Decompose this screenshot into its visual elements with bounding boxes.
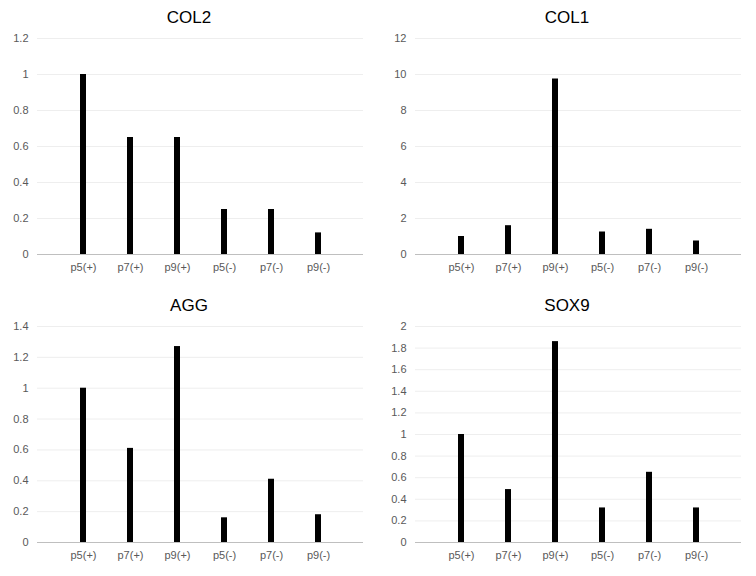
svg-text:0.2: 0.2 (13, 212, 28, 224)
svg-text:p5(-): p5(-) (213, 549, 236, 561)
svg-text:8: 8 (400, 104, 406, 116)
svg-text:p9(-): p9(-) (685, 549, 708, 561)
svg-text:p5(+): p5(+) (71, 261, 97, 273)
svg-text:10: 10 (394, 68, 406, 80)
svg-text:0.8: 0.8 (13, 104, 28, 116)
svg-text:1: 1 (400, 428, 406, 440)
svg-text:p9(-): p9(-) (307, 549, 330, 561)
svg-text:12: 12 (394, 32, 406, 44)
html-text:SOX9: SOX9 (544, 296, 590, 315)
svg-text:p7(-): p7(-) (638, 261, 661, 273)
svg-text:p9(-): p9(-) (685, 261, 708, 273)
svg-text:0.6: 0.6 (391, 471, 406, 483)
svg-text:p9(+): p9(+) (543, 549, 569, 561)
svg-text:2: 2 (400, 320, 406, 332)
svg-text:p5(+): p5(+) (449, 261, 475, 273)
svg-text:0: 0 (400, 248, 406, 260)
svg-text:1.4: 1.4 (13, 320, 28, 332)
html-text:COL1: COL1 (544, 8, 590, 27)
svg-text:p5(+): p5(+) (71, 549, 97, 561)
svg-text:0.6: 0.6 (13, 443, 28, 455)
svg-text:0: 0 (22, 248, 28, 260)
svg-text:p9(+): p9(+) (165, 261, 191, 273)
svg-text:p7(+): p7(+) (118, 549, 144, 561)
svg-text:p7(-): p7(-) (260, 261, 283, 273)
svg-text:0.4: 0.4 (13, 176, 28, 188)
svg-text:0.4: 0.4 (391, 493, 406, 505)
svg-text:1: 1 (22, 68, 28, 80)
svg-text:0.8: 0.8 (391, 450, 406, 462)
svg-text:0: 0 (22, 536, 28, 548)
svg-text:p7(-): p7(-) (260, 549, 283, 561)
html-text:AGG: AGG (170, 296, 208, 315)
svg-text:p5(+): p5(+) (449, 549, 475, 561)
svg-text:p5(-): p5(-) (591, 549, 614, 561)
svg-text:0.2: 0.2 (13, 505, 28, 517)
svg-text:0.2: 0.2 (391, 514, 406, 526)
svg-text:1.2: 1.2 (13, 351, 28, 363)
svg-text:0: 0 (400, 536, 406, 548)
svg-text:p7(+): p7(+) (496, 261, 522, 273)
svg-text:p7(-): p7(-) (638, 549, 661, 561)
svg-text:1.2: 1.2 (391, 406, 406, 418)
svg-text:1: 1 (22, 382, 28, 394)
svg-text:0.8: 0.8 (13, 413, 28, 425)
svg-text:p9(+): p9(+) (543, 261, 569, 273)
svg-text:1.2: 1.2 (13, 32, 28, 44)
svg-text:6: 6 (400, 140, 406, 152)
svg-text:4: 4 (400, 176, 406, 188)
svg-text:2: 2 (400, 212, 406, 224)
svg-text:p5(-): p5(-) (591, 261, 614, 273)
svg-text:1.4: 1.4 (391, 385, 406, 397)
svg-text:1.8: 1.8 (391, 342, 406, 354)
svg-text:1.6: 1.6 (391, 363, 406, 375)
svg-text:0.6: 0.6 (13, 140, 28, 152)
svg-text:p7(+): p7(+) (496, 549, 522, 561)
svg-text:p9(+): p9(+) (165, 549, 191, 561)
html-text:COL2: COL2 (166, 8, 212, 27)
svg-text:p5(-): p5(-) (213, 261, 236, 273)
svg-text:0.4: 0.4 (13, 474, 28, 486)
svg-text:p9(-): p9(-) (307, 261, 330, 273)
svg-text:p7(+): p7(+) (118, 261, 144, 273)
